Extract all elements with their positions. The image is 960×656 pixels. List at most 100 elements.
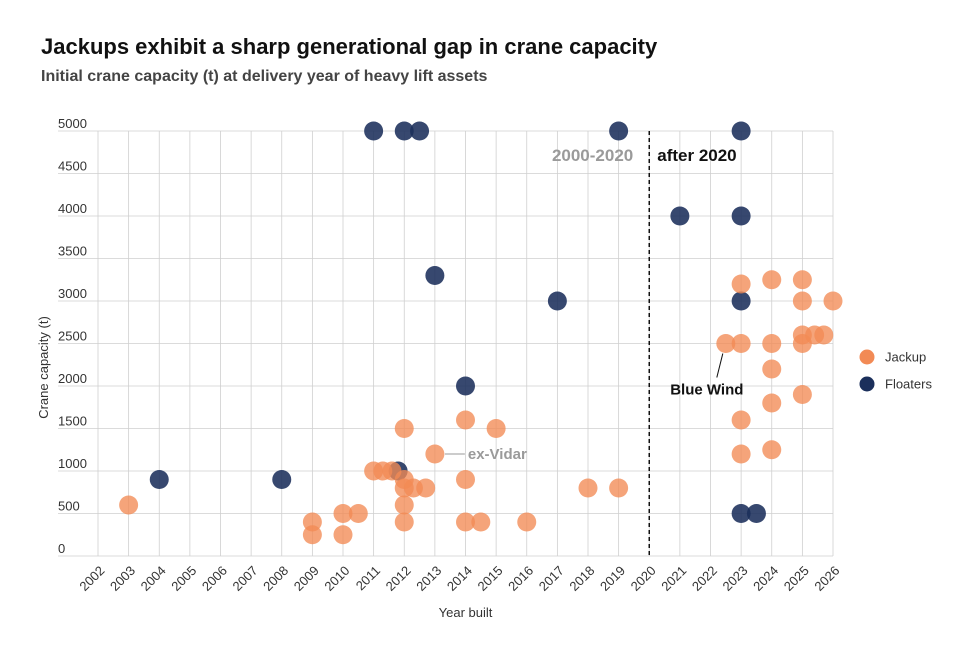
- jackup-point: [731, 410, 751, 430]
- annotation-blue-wind: Blue Wind: [670, 382, 743, 399]
- x-tick-label: 2022: [689, 563, 720, 594]
- legend-label-floaters: Floaters: [885, 377, 932, 392]
- legend-swatch-jackup: [859, 349, 875, 365]
- legend-label-jackup: Jackup: [885, 350, 926, 365]
- floaters-point: [746, 504, 766, 523]
- jackup-point: [394, 512, 414, 532]
- jackup-point: [333, 504, 353, 523]
- y-tick-label: 2500: [58, 329, 87, 344]
- y-tick-label: 0: [58, 541, 65, 556]
- x-tick-label: 2007: [230, 563, 261, 594]
- jackup-point: [425, 444, 445, 464]
- annotation-ex-vidar: ex-Vidar: [468, 446, 527, 463]
- x-tick-label: 2016: [505, 563, 536, 594]
- jackup-point: [762, 334, 782, 353]
- jackup-point: [333, 525, 353, 545]
- jackup-point: [762, 440, 782, 460]
- floaters-point: [394, 121, 414, 141]
- y-tick-label: 1000: [58, 456, 87, 471]
- y-tick-label: 4500: [58, 159, 87, 174]
- y-tick-label: 2000: [58, 371, 87, 386]
- jackup-point: [792, 270, 812, 290]
- x-tick-label: 2006: [199, 563, 230, 594]
- jackup-point: [394, 495, 414, 515]
- x-tick-label: 2015: [475, 563, 506, 594]
- x-tick-label: 2008: [260, 563, 291, 594]
- jackup-point: [456, 410, 475, 430]
- jackup-point: [762, 393, 782, 413]
- x-tick-label: 2009: [291, 563, 322, 594]
- y-tick-label: 4000: [58, 201, 87, 216]
- x-tick-label: 2014: [444, 563, 475, 594]
- jackup-point: [823, 291, 843, 311]
- floaters-point: [149, 470, 169, 489]
- x-tick-label: 2021: [658, 563, 689, 594]
- floaters-point: [410, 121, 430, 141]
- jackup-point: [119, 495, 139, 515]
- floaters-point: [731, 121, 751, 141]
- floaters-point: [609, 121, 629, 141]
- jackup-point: [456, 512, 475, 532]
- x-tick-label: 2010: [321, 563, 352, 594]
- annotations: ex-Vidar Blue Wind: [444, 353, 743, 463]
- x-tick-label: 2002: [76, 563, 107, 594]
- jackup-point: [609, 478, 629, 498]
- x-tick-label: 2003: [107, 563, 138, 594]
- x-tick-label: 2025: [781, 563, 812, 594]
- jackup-point: [731, 334, 751, 353]
- y-tick-label: 1500: [58, 414, 87, 429]
- jackup-point: [416, 478, 436, 498]
- floaters-point: [731, 504, 751, 523]
- floaters-point: [670, 206, 690, 226]
- jackup-point: [762, 359, 782, 379]
- x-tick-label: 2011: [353, 563, 383, 593]
- y-tick-label: 500: [58, 499, 80, 514]
- jackup-point: [394, 419, 414, 438]
- jackup-point: [348, 504, 368, 523]
- annotation-leader-blue-wind: [716, 353, 724, 378]
- jackup-point: [792, 385, 812, 404]
- x-tick-label: 2018: [566, 563, 597, 594]
- x-tick-label: 2020: [628, 563, 659, 594]
- y-tick-label: 3000: [58, 286, 87, 301]
- floaters-point: [731, 206, 751, 226]
- x-tick-label: 2017: [536, 563, 567, 594]
- x-tick-label: 2019: [597, 563, 628, 594]
- jackup-point: [302, 525, 322, 545]
- x-tick-label: 2004: [138, 563, 169, 594]
- x-tick-label: 2023: [720, 563, 751, 594]
- x-tick-labels: 2002 2003 2004 2005 2006 2007 2008 2009 2010 2011…: [76, 563, 842, 594]
- jackup-point: [716, 334, 736, 353]
- x-tick-label: 2026: [811, 563, 842, 594]
- floaters-point: [456, 376, 475, 396]
- x-tick-label: 2005: [168, 563, 199, 594]
- jackup-point: [471, 512, 491, 532]
- data-points: [119, 121, 843, 545]
- period-label-before: 2000-2020: [552, 146, 633, 165]
- x-tick-label: 2012: [383, 563, 414, 594]
- chart-subtitle: Initial crane capacity (t) at delivery y…: [41, 68, 488, 85]
- x-tick-label: 2024: [750, 563, 781, 594]
- jackup-point: [517, 512, 537, 532]
- jackup-point: [731, 444, 751, 464]
- y-tick-label: 5000: [58, 116, 87, 131]
- x-tick-label: 2013: [413, 563, 444, 594]
- floaters-point: [272, 470, 292, 489]
- y-axis-label: Crane capacity (t): [36, 316, 51, 419]
- jackup-point: [814, 325, 834, 345]
- floaters-point: [425, 266, 445, 285]
- legend: Jackup Floaters: [859, 349, 932, 392]
- jackup-point: [762, 270, 782, 290]
- floaters-point: [731, 291, 751, 311]
- floaters-point: [547, 291, 567, 311]
- y-tick-label: 3500: [58, 244, 87, 259]
- x-axis-label: Year built: [439, 605, 493, 620]
- jackup-point: [792, 291, 812, 311]
- jackup-point: [486, 419, 506, 438]
- jackup-point: [731, 274, 751, 294]
- jackup-point: [456, 470, 475, 489]
- legend-swatch-floaters: [859, 376, 875, 392]
- jackup-point: [578, 478, 598, 498]
